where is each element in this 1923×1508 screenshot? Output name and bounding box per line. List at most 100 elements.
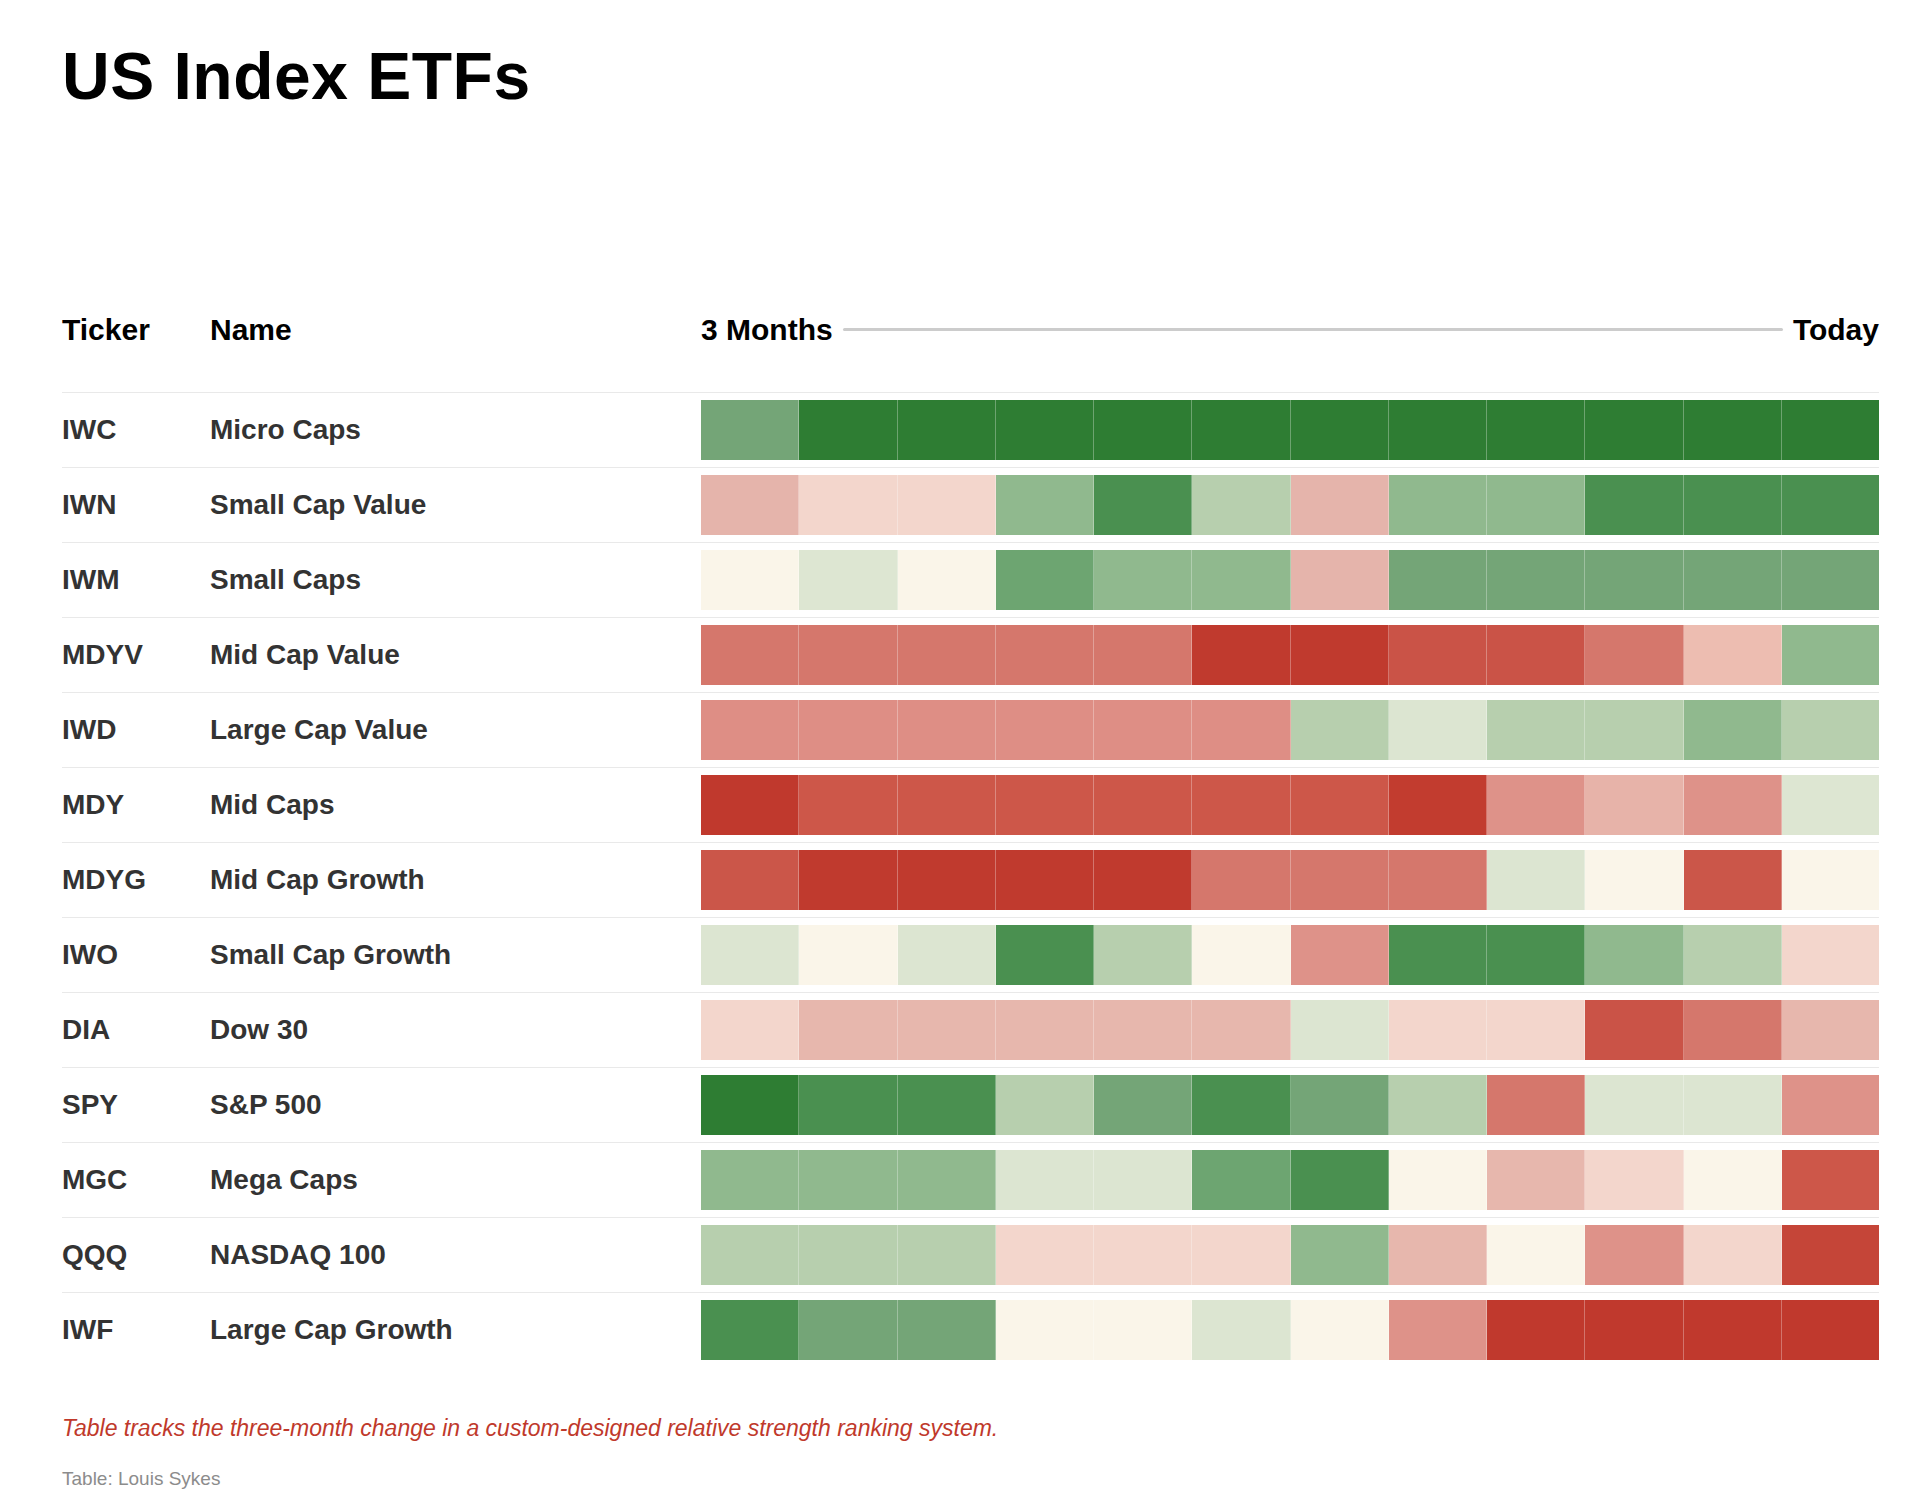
strength-segment [701, 1225, 799, 1285]
strength-segment [1389, 1000, 1487, 1060]
strength-segment [1487, 775, 1585, 835]
strength-segment [799, 625, 897, 685]
strength-segment [799, 400, 897, 460]
strength-segment [1389, 400, 1487, 460]
strength-segment [1094, 850, 1192, 910]
table-row: IWOSmall Cap Growth [62, 917, 1879, 992]
ticker-cell: MDYV [62, 639, 210, 671]
strength-segment [1684, 1300, 1782, 1360]
strength-segment [1684, 850, 1782, 910]
strength-segment [799, 1150, 897, 1210]
strength-segment [1192, 1225, 1290, 1285]
strength-segment [799, 1000, 897, 1060]
strength-segment [1684, 700, 1782, 760]
name-cell: Mid Cap Value [210, 639, 701, 671]
strength-segment [1684, 550, 1782, 610]
table-row: IWDLarge Cap Value [62, 692, 1879, 767]
strength-segment [898, 1150, 996, 1210]
ticker-cell: SPY [62, 1089, 210, 1121]
strength-segment [1487, 700, 1585, 760]
strength-segment [1487, 475, 1585, 535]
strength-segment [1782, 550, 1879, 610]
strength-segment [1192, 1150, 1290, 1210]
strength-bar [701, 1000, 1879, 1060]
strength-segment [996, 1300, 1094, 1360]
strength-segment [1094, 475, 1192, 535]
strength-segment [799, 550, 897, 610]
strength-segment [1192, 1075, 1290, 1135]
strength-segment [996, 1150, 1094, 1210]
name-cell: Micro Caps [210, 414, 701, 446]
name-cell: Mid Caps [210, 789, 701, 821]
strength-segment [1291, 775, 1389, 835]
strength-segment [1389, 700, 1487, 760]
credit: Table: Louis Sykes [62, 1468, 1879, 1490]
strength-segment [1585, 1075, 1683, 1135]
strength-segment [799, 925, 897, 985]
strength-segment [1487, 1300, 1585, 1360]
timeline-end-label: Today [1793, 313, 1879, 347]
strength-segment [1585, 700, 1683, 760]
ticker-cell: IWD [62, 714, 210, 746]
strength-segment [1684, 1075, 1782, 1135]
strength-bar [701, 1225, 1879, 1285]
strength-segment [1291, 1225, 1389, 1285]
strength-segment [898, 775, 996, 835]
strength-segment [1192, 700, 1290, 760]
strength-segment [1585, 400, 1683, 460]
strength-segment [1585, 925, 1683, 985]
strength-segment [1094, 1075, 1192, 1135]
strength-bar [701, 625, 1879, 685]
strength-bar [701, 1075, 1879, 1135]
strength-segment [1782, 700, 1879, 760]
strength-segment [1782, 1300, 1879, 1360]
strength-segment [1487, 925, 1585, 985]
strength-segment [996, 625, 1094, 685]
timeline-start-label: 3 Months [701, 313, 833, 347]
strength-segment [1291, 850, 1389, 910]
strength-bar [701, 475, 1879, 535]
table-row: IWMSmall Caps [62, 542, 1879, 617]
timeline-header: 3 Months Today [701, 313, 1879, 347]
ticker-column-header: Ticker [62, 313, 210, 347]
strength-segment [1389, 1300, 1487, 1360]
strength-segment [1389, 850, 1487, 910]
table-header: Ticker Name 3 Months Today [62, 313, 1879, 347]
strength-segment [1782, 1075, 1879, 1135]
strength-segment [1291, 1000, 1389, 1060]
strength-segment [1291, 1150, 1389, 1210]
strength-segment [701, 1000, 799, 1060]
strength-segment [1487, 625, 1585, 685]
strength-segment [1094, 625, 1192, 685]
strength-segment [1487, 400, 1585, 460]
strength-segment [1192, 775, 1290, 835]
strength-segment [1389, 775, 1487, 835]
strength-segment [996, 775, 1094, 835]
strength-segment [1684, 925, 1782, 985]
ticker-cell: MDYG [62, 864, 210, 896]
strength-segment [1389, 550, 1487, 610]
name-cell: Large Cap Growth [210, 1314, 701, 1346]
strength-segment [1389, 1225, 1487, 1285]
strength-segment [799, 1225, 897, 1285]
ticker-cell: IWC [62, 414, 210, 446]
strength-segment [898, 625, 996, 685]
strength-segment [799, 700, 897, 760]
strength-segment [898, 850, 996, 910]
table-row: QQQNASDAQ 100 [62, 1217, 1879, 1292]
strength-segment [996, 1225, 1094, 1285]
strength-segment [1684, 400, 1782, 460]
strength-bar [701, 550, 1879, 610]
strength-segment [1192, 475, 1290, 535]
strength-segment [1094, 550, 1192, 610]
strength-segment [1291, 550, 1389, 610]
strength-segment [1192, 925, 1290, 985]
strength-segment [1684, 1000, 1782, 1060]
strength-segment [1585, 1000, 1683, 1060]
page-title: US Index ETFs [62, 40, 1879, 113]
strength-segment [1487, 1000, 1585, 1060]
strength-segment [701, 700, 799, 760]
name-cell: Dow 30 [210, 1014, 701, 1046]
name-cell: Mega Caps [210, 1164, 701, 1196]
strength-segment [799, 1300, 897, 1360]
